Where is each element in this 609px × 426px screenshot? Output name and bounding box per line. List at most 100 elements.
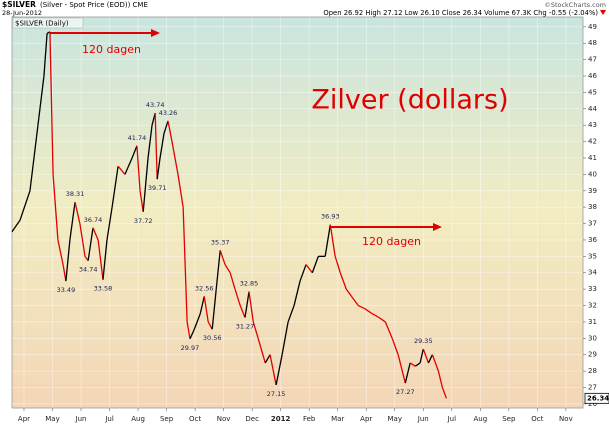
price-segment <box>334 256 341 273</box>
y-tick-label: 29 <box>588 351 597 359</box>
x-tick-label: Nov <box>559 415 573 423</box>
price-segment <box>139 190 144 212</box>
date: 28-Jun-2012 <box>2 9 42 17</box>
x-tick-label: Sep <box>502 415 516 423</box>
price-segment <box>92 227 99 241</box>
y-tick-label: 35 <box>588 252 597 260</box>
x-tick-label: Sep <box>160 415 174 423</box>
price-segment <box>211 289 217 330</box>
y-tick-label: 39 <box>588 187 597 195</box>
x-tick-label: Oct <box>531 415 543 423</box>
price-segment <box>441 387 447 399</box>
price-segment <box>19 190 31 221</box>
price-segment <box>419 348 424 364</box>
price-segment <box>37 75 45 126</box>
price-segment <box>293 280 301 306</box>
x-tick-label: May <box>45 415 59 423</box>
price-segment <box>65 239 71 282</box>
price-segment <box>74 201 81 224</box>
price-segment <box>147 125 153 159</box>
value-label: 32.56 <box>195 284 214 292</box>
y-tick-label: 49 <box>588 23 597 31</box>
price-segment <box>437 370 444 388</box>
price-segment <box>142 157 149 212</box>
price-segment <box>186 321 191 339</box>
price-segment <box>69 202 76 241</box>
quote: Open 26.92 High 27.12 Low 26.10 Close 26… <box>323 9 598 17</box>
y-tick-label: 47 <box>588 56 597 64</box>
y-tick-label: 48 <box>588 39 597 47</box>
arrow-head <box>151 29 160 37</box>
price-segment <box>154 113 158 180</box>
symbol: $SILVER <box>2 0 36 9</box>
price-segment <box>287 305 295 323</box>
price-segment <box>384 321 393 339</box>
price-segment <box>244 291 250 318</box>
value-label: 27.15 <box>267 390 286 398</box>
price-segment <box>264 354 271 364</box>
price-segment <box>224 264 231 274</box>
price-segment <box>43 33 48 77</box>
price-segment <box>102 239 108 280</box>
x-tick-label: 2012 <box>271 415 291 423</box>
value-label: 35.37 <box>211 238 230 246</box>
x-tick-label: Aug <box>131 415 145 423</box>
price-segment <box>234 288 241 306</box>
price-segment <box>345 288 353 298</box>
price-segment <box>124 157 133 175</box>
plot-area <box>11 16 584 409</box>
x-tick-label: Dec <box>245 415 259 423</box>
y-tick-label: 42 <box>588 138 597 146</box>
description: (Silver - Spot Price (EOD)) CME <box>40 1 148 9</box>
price-segment <box>182 207 188 322</box>
price-segment <box>229 272 236 290</box>
y-tick-label: 44 <box>588 105 597 113</box>
price-segment <box>97 239 104 280</box>
value-label: 29.35 <box>414 337 433 345</box>
price-segment <box>167 120 173 142</box>
price-segment <box>281 321 289 355</box>
price-segment <box>87 227 94 261</box>
y-tick-label: 45 <box>588 88 597 96</box>
price-segment <box>269 354 277 386</box>
value-label: 33.58 <box>94 285 113 293</box>
price-segment <box>207 321 213 330</box>
price-segment <box>357 304 366 310</box>
value-label: 39.71 <box>148 184 167 192</box>
y-tick-label: 33 <box>588 285 597 293</box>
price-segment <box>311 256 319 273</box>
value-label: 36.74 <box>84 216 103 224</box>
y-tick-label: 30 <box>588 334 597 342</box>
price-segment <box>177 174 184 208</box>
price-segment <box>404 362 411 384</box>
value-label: 30.56 <box>203 334 222 342</box>
x-tick-label: Aug <box>473 415 487 423</box>
value-label: 33.49 <box>57 286 76 294</box>
price-segment <box>427 354 433 364</box>
price-segment <box>117 165 126 175</box>
price-segment <box>371 313 379 318</box>
y-tick-label: 31 <box>588 318 597 326</box>
value-label: 32.85 <box>240 280 259 288</box>
price-segment <box>431 354 440 372</box>
price-segment <box>136 145 141 191</box>
price-segment <box>131 145 138 159</box>
x-tick-label: Jun <box>417 415 429 423</box>
price-segment <box>193 313 201 331</box>
price-segment <box>339 272 347 290</box>
price-segment <box>199 296 205 314</box>
y-tick-label: 38 <box>588 203 597 211</box>
price-segment <box>57 239 64 265</box>
price-segment <box>364 308 373 315</box>
y-tick-label: 34 <box>588 269 597 277</box>
price-segment <box>62 264 67 282</box>
y-tick-label: 26 <box>588 400 597 408</box>
y-tick-label: 37 <box>588 220 597 228</box>
price-segment <box>171 141 179 175</box>
arrow-label: 120 dagen <box>82 43 141 56</box>
price-segment <box>351 296 359 306</box>
price-segment <box>52 174 59 241</box>
y-tick-label: 41 <box>588 154 597 162</box>
price-segment <box>156 157 161 180</box>
